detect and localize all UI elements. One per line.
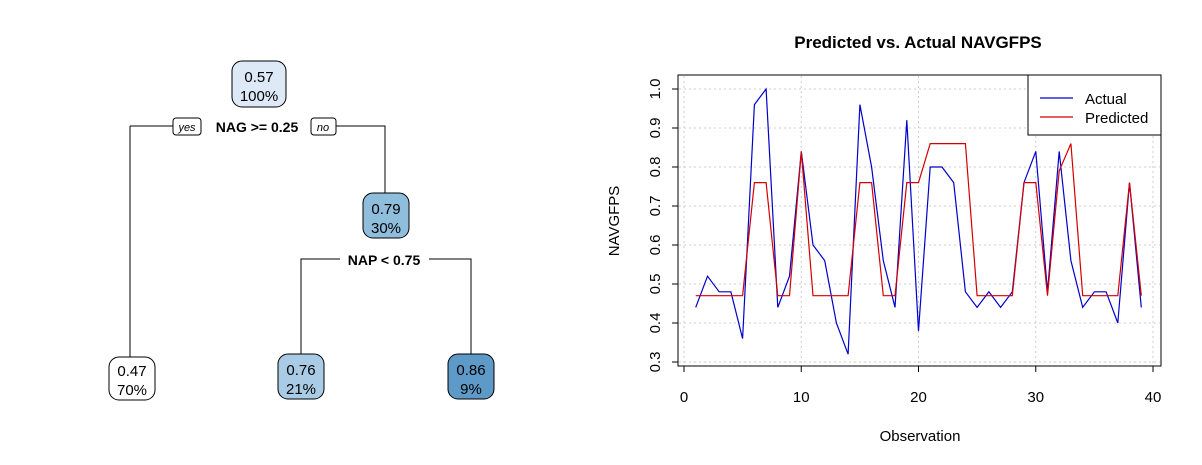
tree-node-right-percent: 30% <box>371 220 401 237</box>
tree-node-right-left-box <box>277 353 325 400</box>
tree-node-right-left-value: 0.76 <box>286 362 315 379</box>
x-axis-label: Observation <box>880 428 961 445</box>
x-tick-label: 10 <box>793 389 810 406</box>
chart-title: Predicted vs. Actual NAVGFPS <box>794 33 1042 52</box>
x-tick-label: 40 <box>1145 389 1162 406</box>
y-tick-label: 0.5 <box>647 274 664 295</box>
tree-node-left-value: 0.47 <box>117 363 146 380</box>
no-label: no <box>317 122 329 134</box>
tree-edge-root-top-right <box>336 125 386 193</box>
plot-frame <box>677 74 1162 367</box>
no-label-box <box>310 117 337 136</box>
tree-node-root-box <box>231 60 287 108</box>
legend-label-predicted: Predicted <box>1085 110 1148 127</box>
tree-node-right-box <box>362 192 410 239</box>
y-tick-label: 1.0 <box>647 79 664 100</box>
tree-split-right: NAP < 0.75 <box>348 252 421 268</box>
series-line-predicted <box>695 143 1142 297</box>
tree-node-right-right-value: 0.86 <box>456 362 485 379</box>
y-tick-label: 0.3 <box>647 352 664 373</box>
line-chart: Predicted vs. Actual NAVGFPS 0 10 20 30 40 0.… <box>606 33 1162 445</box>
tree-node-left-box <box>108 356 156 401</box>
tree-node-right-value: 0.79 <box>371 201 400 218</box>
tree-node-right-right: 0.86 9% <box>447 353 495 400</box>
series-layer <box>695 87 1142 355</box>
tree-split-root: NAG >= 0.25 <box>216 119 299 135</box>
x-tick-label: 30 <box>1027 389 1044 406</box>
legend-box <box>1027 74 1162 136</box>
tree-node-right-right-box <box>447 353 495 400</box>
decision-tree: 0.57 100% yes NAG >= 0.25 no 0.47 70% 0.… <box>108 60 495 401</box>
y-tick-label: 0.9 <box>647 118 664 139</box>
tree-node-right-left: 0.76 21% <box>277 353 325 400</box>
y-tick-label: 0.7 <box>647 196 664 217</box>
legend: Actual Predicted <box>1027 74 1162 136</box>
tree-node-left-percent: 70% <box>117 382 147 399</box>
tree-node-right: 0.79 30% <box>362 192 410 239</box>
y-axis-label: NAVGFPS <box>606 186 623 257</box>
x-tick-label: 0 <box>680 389 688 406</box>
tree-node-root: 0.57 100% <box>231 60 287 108</box>
y-tick-label: 0.4 <box>647 313 664 334</box>
legend-label-actual: Actual <box>1085 91 1127 108</box>
ticks-layer: 0 10 20 30 40 0.3 0.4 0.5 0.6 0.7 0.8 0.9 1.0 <box>647 79 1161 406</box>
y-tick-label: 0.8 <box>647 157 664 178</box>
yes-label: yes <box>177 122 196 134</box>
tree-edge-right-left <box>300 258 340 354</box>
tree-edge-right-right <box>429 258 472 354</box>
y-tick-label: 0.6 <box>647 235 664 256</box>
yes-label-box <box>172 117 202 136</box>
series-line-actual <box>695 87 1142 355</box>
tree-node-root-value: 0.57 <box>244 69 273 86</box>
x-tick-label: 20 <box>910 389 927 406</box>
tree-node-root-percent: 100% <box>240 88 278 105</box>
tree-node-right-right-percent: 9% <box>460 381 482 398</box>
tree-node-left: 0.47 70% <box>108 356 156 401</box>
tree-node-right-left-percent: 21% <box>286 381 316 398</box>
